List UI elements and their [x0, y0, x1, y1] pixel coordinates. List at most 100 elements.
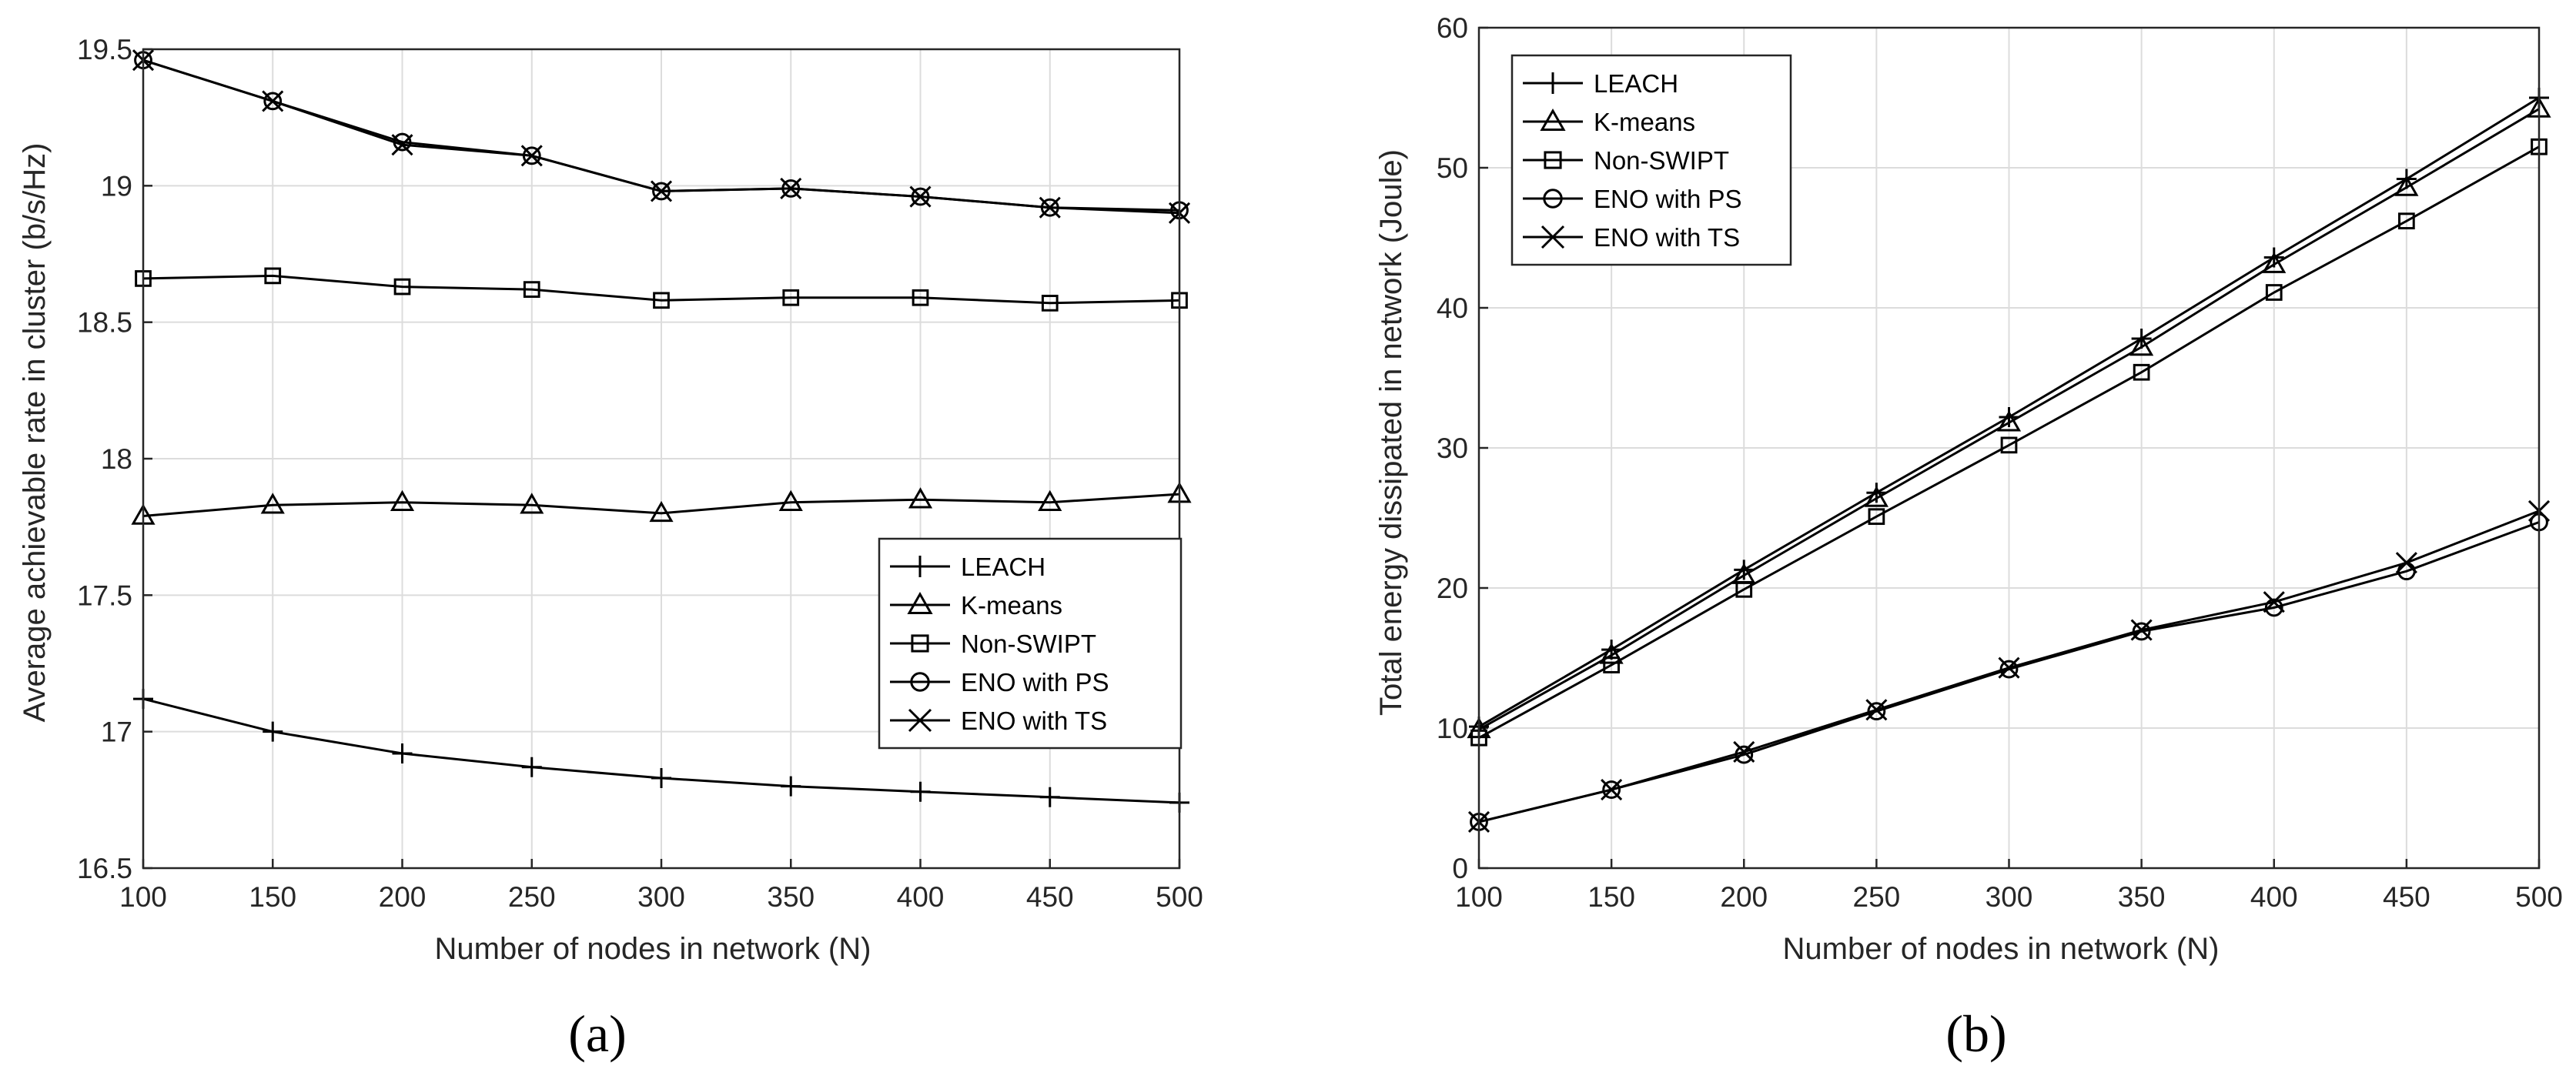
- chart-b-xtick-label: 100: [1455, 881, 1503, 913]
- chart-b-ytick-label: 60: [1437, 12, 1468, 44]
- chart-b-caption: (b): [1945, 1004, 2006, 1063]
- chart-b-point-non-swipt: [2000, 436, 2018, 454]
- chart-b-xlabel: Number of nodes in network (N): [1783, 932, 2220, 966]
- chart-a-xtick-label: 250: [508, 881, 556, 913]
- chart-panel-a: 100 150 200 250 300 350 400 450 500 16.5 17 17.5 18 1…: [18, 34, 1203, 1063]
- chart-b-axes-frame: [1477, 26, 2541, 870]
- chart-b-point-non-swipt: [1735, 580, 1753, 598]
- chart-a-point-non-swipt: [653, 292, 670, 309]
- chart-b-point-eno-with-ts: [1998, 656, 2020, 679]
- chart-panel-b: 100 150 200 250 300 350 400 450 500 0 10 20 30 40 50 60…: [1374, 12, 2563, 1063]
- chart-b-line-k-means: [1478, 108, 2540, 731]
- chart-b-ytick-label: 0: [1452, 853, 1468, 884]
- chart-a-legend-label-non-swipt: Non-SWIPT: [961, 630, 1096, 658]
- chart-a-point-eno-with-ts: [909, 185, 932, 208]
- chart-a-point-k-means: [520, 493, 544, 514]
- chart-a-legend-marker-eno-with-ps: [910, 672, 930, 692]
- chart-a-point-leach: [910, 781, 931, 802]
- chart-b-series-non-swipt: [1470, 138, 2548, 747]
- chart-a-series-k-means: [131, 482, 1192, 525]
- chart-b-legend-marker-eno-with-ps: [1543, 189, 1563, 209]
- chart-a-caption: (a): [568, 1004, 626, 1063]
- chart-a-point-leach: [521, 757, 542, 777]
- chart-a-ytick-label: 17.5: [77, 580, 132, 611]
- chart-b-xtick-label: 400: [2250, 881, 2298, 913]
- chart-b-legend-label-eno-with-ts: ENO with TS: [1594, 223, 1740, 252]
- chart-b-point-non-swipt: [2133, 363, 2150, 381]
- chart-a-point-k-means: [778, 489, 803, 511]
- chart-a-legend-label-eno-with-ps: ENO with PS: [961, 668, 1109, 697]
- chart-b-point-non-swipt: [1603, 656, 1620, 673]
- chart-a-xtick-label: 400: [897, 881, 945, 913]
- chart-b-point-k-means: [1864, 486, 1889, 507]
- chart-a-xtick-label: 350: [767, 881, 815, 913]
- chart-b-xtick-label: 300: [1986, 881, 2033, 913]
- chart-b-point-k-means: [2262, 252, 2287, 273]
- chart-a-point-k-means: [908, 487, 933, 509]
- chart-a-point-non-swipt: [523, 281, 540, 298]
- chart-a-point-leach: [392, 743, 413, 764]
- chart-a-point-eno-with-ts: [262, 90, 284, 112]
- chart-b-legend-marker-k-means: [1540, 108, 1566, 131]
- chart-a-axes-frame: [142, 48, 1181, 870]
- chart-b-plot-area: 100 150 200 250 300 350 400 450 500 0 10 20 30 40 50 60…: [1437, 12, 2563, 913]
- chart-b-ylabel: Total energy dissipated in network (Joul…: [1374, 149, 1408, 716]
- chart-a-series-eno-with-ts: [132, 49, 1191, 224]
- chart-a-point-eno-with-ts: [650, 180, 673, 202]
- chart-b-line-non-swipt: [1478, 145, 2540, 740]
- chart-a-xtick-label: 450: [1026, 881, 1074, 913]
- chart-b-point-eno-with-ts: [1865, 699, 1888, 721]
- chart-a-point-k-means: [390, 489, 415, 511]
- chart-a-xtick-label: 200: [379, 881, 427, 913]
- chart-a-ytick-label: 19: [101, 170, 132, 202]
- chart-a-point-leach: [781, 776, 801, 797]
- chart-a-ytick-label: 16.5: [77, 853, 132, 884]
- chart-b-point-k-means: [1996, 410, 2022, 432]
- chart-b-xtick-label: 500: [2515, 881, 2563, 913]
- chart-a-point-non-swipt: [1041, 294, 1059, 312]
- chart-b-point-k-means: [1599, 643, 1624, 664]
- chart-a-xtick-label: 300: [637, 881, 685, 913]
- chart-b-ytick-label: 30: [1437, 433, 1468, 464]
- chart-b-point-non-swipt: [1868, 508, 1885, 526]
- chart-a-legend-marker-k-means: [907, 591, 933, 614]
- chart-b-point-eno-with-ts: [2395, 552, 2417, 574]
- chart-b-point-eno-with-ts: [1733, 740, 1755, 763]
- chart-b-xtick-label: 150: [1587, 881, 1635, 913]
- chart-a-line-non-swipt: [142, 274, 1180, 305]
- chart-a-legend-label-eno-with-ts: ENO with TS: [961, 707, 1107, 735]
- chart-a-ylabel: Average achievable rate in cluster (b/s/…: [18, 143, 52, 723]
- chart-b-legend-marker-eno-with-ts: [1541, 225, 1565, 249]
- chart-b-legend-marker-leach: [1542, 72, 1564, 94]
- chart-a-point-eno-with-ts: [391, 134, 413, 156]
- chart-b-xtick-label: 350: [2118, 881, 2166, 913]
- chart-b-legend-marker-non-swipt: [1544, 151, 1562, 169]
- chart-a-point-leach: [651, 767, 671, 788]
- chart-a-point-non-swipt: [393, 278, 411, 296]
- chart-b-point-non-swipt: [2398, 212, 2415, 230]
- chart-b-ytick-label: 20: [1437, 573, 1468, 604]
- chart-a-point-k-means: [260, 493, 285, 514]
- chart-a-point-k-means: [1038, 489, 1062, 511]
- chart-b-point-k-means: [2129, 334, 2154, 356]
- chart-a-legend-marker-eno-with-ts: [908, 708, 932, 733]
- chart-a-ytick-label: 18.5: [77, 307, 132, 339]
- chart-a-point-leach: [263, 721, 283, 742]
- chart-a-point-eno-with-ts: [520, 145, 543, 167]
- chart-b-point-non-swipt: [2265, 284, 2283, 301]
- chart-b-ytick-label: 40: [1437, 292, 1468, 324]
- chart-a-legend-marker-leach: [909, 556, 931, 577]
- chart-b-legend-label-leach: LEACH: [1594, 69, 1678, 98]
- chart-a-point-leach: [1039, 787, 1060, 807]
- chart-b-point-k-means: [2394, 175, 2419, 196]
- chart-a-legend: LEACH K-means Non-SWIPT ENO with PS ENO with…: [878, 537, 1183, 750]
- chart-b-xtick-label: 450: [2383, 881, 2430, 913]
- chart-b-xtick-label: 250: [1853, 881, 1901, 913]
- chart-b-ytick-label: 50: [1437, 152, 1468, 184]
- chart-a-point-non-swipt: [782, 289, 800, 306]
- chart-b-series-eno-with-ts: [1467, 499, 2551, 833]
- chart-a-point-eno-with-ts: [780, 177, 802, 199]
- chart-a-xlabel: Number of nodes in network (N): [435, 932, 871, 966]
- chart-a-point-eno-with-ps: [263, 92, 283, 111]
- chart-b-legend-label-eno-with-ps: ENO with PS: [1594, 185, 1742, 213]
